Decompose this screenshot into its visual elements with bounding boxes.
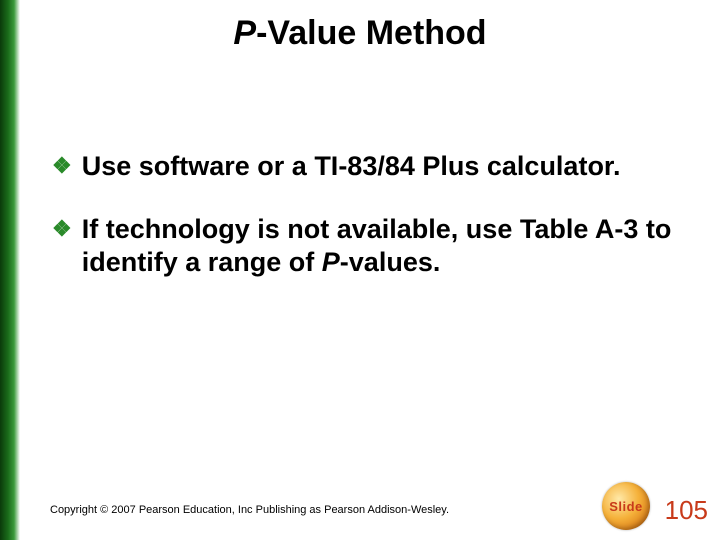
title-rest: -Value Method xyxy=(256,14,486,52)
bullet-text-1: If technology is not available, use Tabl… xyxy=(82,213,672,279)
bullet-1-italic: P xyxy=(322,247,340,277)
bullet-text-0: Use software or a TI-83/84 Plus calculat… xyxy=(82,150,621,183)
slide-badge-container: Slide xyxy=(602,482,650,530)
slide-badge-label: Slide xyxy=(609,499,643,514)
bullet-1-after: -values. xyxy=(340,247,441,277)
diamond-bullet-icon: ❖ xyxy=(52,150,72,182)
title-prefix-italic: P xyxy=(233,14,256,52)
diamond-bullet-icon: ❖ xyxy=(52,213,72,245)
content-area: ❖ Use software or a TI-83/84 Plus calcul… xyxy=(52,150,672,309)
slide-number: 105 xyxy=(665,495,708,526)
bullet-item: ❖ If technology is not available, use Ta… xyxy=(52,213,672,279)
slide-title: P-Value Method xyxy=(0,14,720,53)
left-gradient-bar xyxy=(0,0,20,540)
slide-badge-icon: Slide xyxy=(602,482,650,530)
copyright-footer: Copyright © 2007 Pearson Education, Inc … xyxy=(50,504,449,516)
bullet-item: ❖ Use software or a TI-83/84 Plus calcul… xyxy=(52,150,672,183)
